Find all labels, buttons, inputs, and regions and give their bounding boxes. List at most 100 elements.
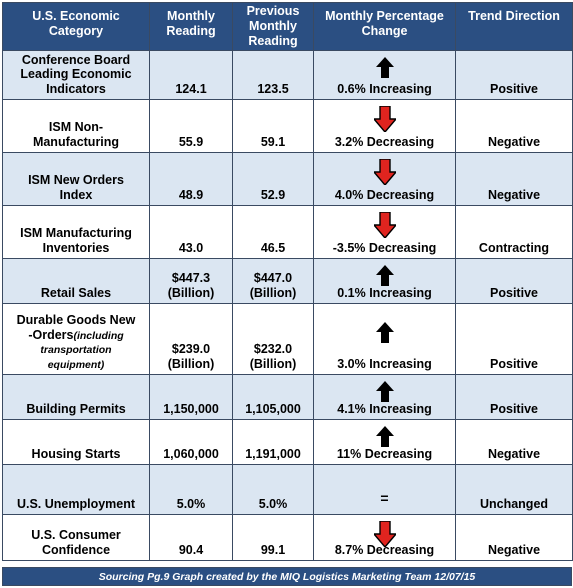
monthly-value: 124.1 [175,81,207,96]
table-row: Conference Board Leading Economic Indicato… [2,50,573,100]
category-label: Durable Goods New [16,313,136,327]
change-text: -3.5% Decreasing [332,240,437,255]
header-percentage-change: Monthly Percentage Change [313,2,456,51]
trend-text: Negative [487,542,541,557]
cell-monthly-reading: $239.0 (Billion) [149,303,233,375]
category-label: ISM Non- [48,120,104,134]
cell-monthly-reading: $447.3 (Billion) [149,258,233,304]
change-text: 0.1% Increasing [337,285,432,300]
category-label: ISM New Orders [28,173,124,187]
monthly-value: 48.9 [178,187,204,202]
monthly-value: 5.0% [176,496,206,511]
category-label: Index [59,187,93,202]
arrow-down-icon [371,158,398,189]
cell-monthly-reading: 1,150,000 [149,374,233,420]
monthly-value: 1,060,000 [163,446,219,461]
category-label: Confidence [41,542,111,557]
arrow-up-icon [375,265,394,290]
cell-trend-direction: Unchanged [455,464,573,515]
trend-text: Negative [487,134,541,149]
trend-text: Negative [487,187,541,202]
header-previous-reading: Previous Monthly Reading [232,2,314,51]
cell-percentage-change: 0.6% Increasing [313,50,456,100]
table-row: Retail Sales $447.3 (Billion) $447.0 (Billio… [2,258,573,304]
cell-percentage-change: 4.0% Decreasing [313,152,456,206]
monthly-value: $447.3 [171,271,211,285]
cell-category: ISM Non- Manufacturing [2,99,150,153]
monthly-value: 90.4 [178,542,204,557]
category-label: Retail Sales [40,285,112,300]
table-row: ISM New Orders Index 48.9 52.9 4.0% Decreasi… [2,152,573,206]
cell-percentage-change: 3.2% Decreasing [313,99,456,153]
cell-category: U.S. Consumer Confidence [2,514,150,561]
cell-percentage-change: = [313,464,456,515]
cell-category: Durable Goods New -Orders(including transp… [2,303,150,375]
cell-percentage-change: 11% Decreasing [313,419,456,465]
trend-text: Unchanged [479,496,549,511]
trend-text: Positive [490,285,538,300]
cell-percentage-change: 3.0% Increasing [313,303,456,375]
cell-monthly-reading: 5.0% [149,464,233,515]
arrow-down-icon [371,211,398,242]
cell-trend-direction: Positive [455,258,573,304]
cell-trend-direction: Negative [455,419,573,465]
cell-percentage-change: -3.5% Decreasing [313,205,456,259]
cell-previous-reading: 52.9 [232,152,314,206]
previous-value: 52.9 [260,187,286,202]
change-text: 0.6% Increasing [337,81,432,96]
cell-monthly-reading: 124.1 [149,50,233,100]
cell-percentage-change: 0.1% Increasing [313,258,456,304]
cell-previous-reading: 1,191,000 [232,419,314,465]
change-text: 3.2% Decreasing [334,134,435,149]
change-text: 4.0% Decreasing [334,187,435,202]
monthly-value: 55.9 [178,134,204,149]
previous-value: 123.5 [257,81,289,96]
cell-previous-reading: 5.0% [232,464,314,515]
category-label: Manufacturing [32,134,120,149]
header-monthly-reading: Monthly Reading [149,2,233,51]
category-note: transportation [40,344,112,356]
table-row: Durable Goods New -Orders(including transp… [2,303,573,375]
cell-category: ISM Manufacturing Inventories [2,205,150,259]
previous-value: 59.1 [260,134,286,149]
monthly-value: $239.0 [171,342,211,356]
cell-category: ISM New Orders Index [2,152,150,206]
cell-previous-reading: 123.5 [232,50,314,100]
cell-previous-reading: $447.0 (Billion) [232,258,314,304]
cell-trend-direction: Positive [455,374,573,420]
cell-monthly-reading: 90.4 [149,514,233,561]
table-row: ISM Manufacturing Inventories 43.0 46.5 -3.5… [2,205,573,259]
category-label: Building Permits [26,401,126,416]
cell-monthly-reading: 1,060,000 [149,419,233,465]
trend-text: Positive [490,356,538,371]
table-row: U.S. Unemployment 5.0% 5.0% = Unchanged [2,464,573,515]
cell-previous-reading: 59.1 [232,99,314,153]
monthly-value: (Billion) [167,356,215,371]
cell-category: Conference Board Leading Economic Indicato… [2,50,150,100]
arrow-up-icon [375,322,394,347]
cell-monthly-reading: 48.9 [149,152,233,206]
cell-category: Building Permits [2,374,150,420]
category-note: equipment) [47,358,105,371]
cell-category: Housing Starts [2,419,150,465]
cell-trend-direction: Negative [455,99,573,153]
cell-trend-direction: Contracting [455,205,573,259]
trend-text: Contracting [478,240,550,255]
trend-text: Positive [490,401,538,416]
previous-value: (Billion) [249,285,297,300]
cell-previous-reading: 46.5 [232,205,314,259]
header-category: U.S. Economic Category [2,2,150,51]
equal-sign-icon: = [380,490,389,506]
arrow-down-icon [371,520,398,551]
change-text: 8.7% Decreasing [334,542,435,557]
monthly-value: (Billion) [167,285,215,300]
header-trend-direction: Trend Direction [455,2,573,51]
table-row: U.S. Consumer Confidence 90.4 99.1 8.7% Decr… [2,514,573,561]
monthly-value: 43.0 [178,240,204,255]
previous-value: (Billion) [249,356,297,371]
category-label: Inventories [42,240,110,255]
cell-percentage-change: 8.7% Decreasing [313,514,456,561]
category-label: Leading Economic [20,67,132,81]
category-note: (including [73,329,124,342]
header-row: U.S. Economic Category Monthly Reading P… [2,2,573,51]
